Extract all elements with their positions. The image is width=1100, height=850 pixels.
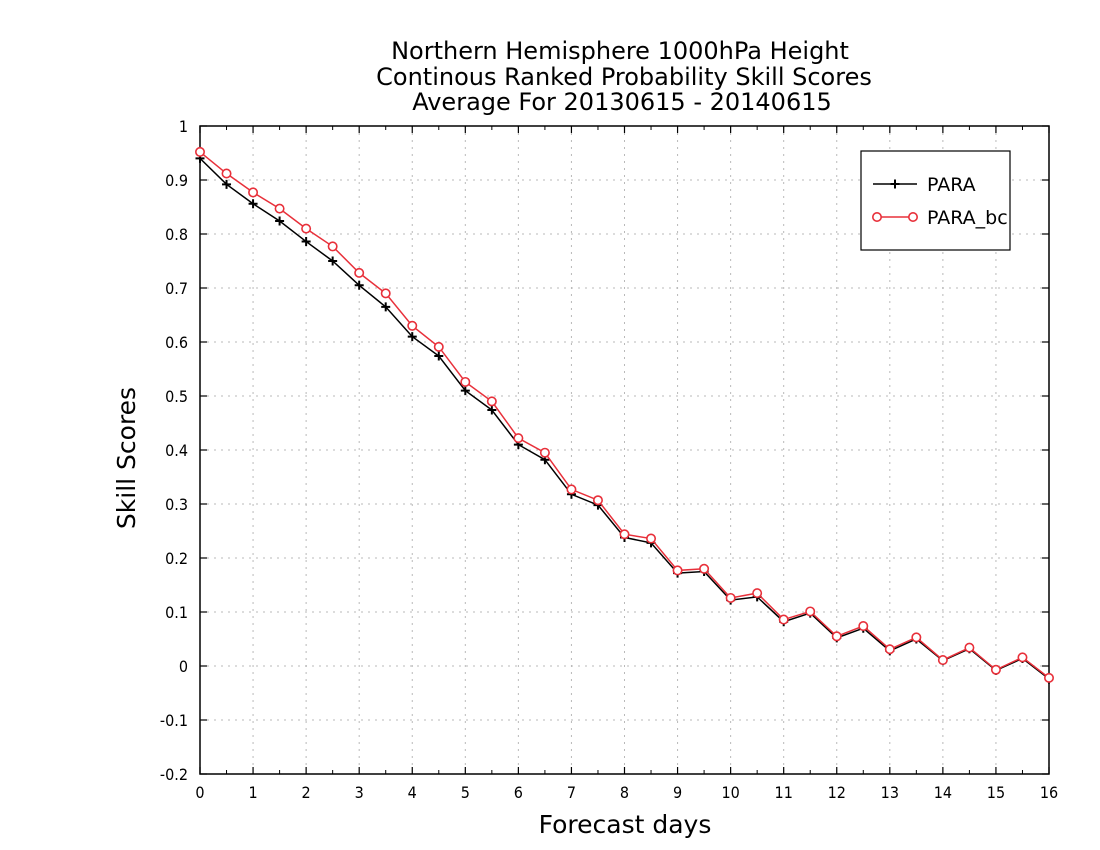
data-point-para-bc (964, 642, 975, 653)
data-point-para (407, 332, 417, 342)
legend-marker-symbol (907, 212, 918, 223)
x-tick-label: 7 (567, 783, 576, 802)
series-group (195, 146, 1055, 684)
data-point-para (301, 237, 311, 247)
y-tick-label: 0 (179, 657, 188, 676)
data-point-para (354, 280, 364, 290)
y-axis-label: Skill Scores (112, 387, 141, 529)
x-tick-label: 14 (934, 783, 952, 802)
y-tick-label: -0.1 (160, 711, 188, 730)
data-point-para-bc (327, 241, 338, 252)
legend-box (860, 150, 1011, 251)
data-point-para-bc (858, 621, 869, 632)
x-tick-label: 6 (514, 783, 523, 802)
data-point-para (434, 351, 444, 361)
data-point-para-bc (752, 588, 763, 599)
data-point-para-bc (301, 223, 312, 234)
legend-label-para: PARA (927, 174, 976, 196)
y-tick-label: 0.4 (165, 441, 188, 460)
data-point-para-bc (274, 203, 285, 214)
y-tick-label: 0.1 (165, 603, 188, 622)
data-point-para-bc (778, 614, 789, 625)
data-point-para-bc (566, 484, 577, 495)
y-tick-label: 0.5 (165, 387, 188, 406)
x-tick-label: 10 (721, 783, 739, 802)
data-point-para-bc (1017, 652, 1028, 663)
data-point-para-bc (380, 288, 391, 299)
x-tick-label: 11 (775, 783, 793, 802)
x-tick-label: 13 (881, 783, 899, 802)
data-point-para-bc (646, 533, 657, 544)
chart-title-line-2: Continous Ranked Probability Skill Score… (376, 63, 872, 91)
data-point-para (381, 302, 391, 312)
x-tick-label: 4 (408, 783, 417, 802)
data-point-para-bc (937, 655, 948, 666)
x-tick-label: 8 (620, 783, 629, 802)
data-point-para-bc (460, 376, 471, 387)
data-point-para (487, 405, 497, 415)
data-point-para-bc (513, 433, 524, 444)
y-tick-label: 0.7 (165, 279, 188, 298)
data-point-para-bc (407, 320, 418, 331)
data-point-para-bc (911, 632, 922, 643)
data-point-para (328, 256, 338, 266)
data-point-para-bc (884, 644, 895, 655)
y-tick-label: 0.2 (165, 549, 188, 568)
data-point-para-bc (539, 447, 550, 458)
data-point-para-bc (1044, 672, 1055, 683)
data-point-para-bc (221, 168, 232, 179)
data-point-para-bc (354, 267, 365, 278)
legend-marker-symbol (890, 179, 900, 189)
legend-marker-para (890, 179, 900, 189)
x-axis-label: Forecast days (539, 810, 712, 839)
x-tick-label: 15 (987, 783, 1005, 802)
data-point-para (222, 179, 232, 189)
x-tick-label: 3 (355, 783, 364, 802)
x-tick-label: 1 (248, 783, 257, 802)
x-tick-label: 9 (673, 783, 682, 802)
legend-marker-symbol (871, 212, 882, 223)
y-tick-label: -0.2 (160, 765, 188, 784)
legend: PARA PARA_bc (860, 150, 1011, 251)
axis-ticks (199, 125, 1050, 775)
data-point-para (248, 199, 258, 209)
y-tick-label: 0.8 (165, 225, 188, 244)
x-tick-label: 12 (828, 783, 846, 802)
series-para-bc (195, 146, 1055, 683)
data-point-para-bc (672, 565, 683, 576)
data-point-para (275, 216, 285, 226)
y-tick-labels: -0.2 -0.1 0 0.1 0.2 0.3 0.4 0.5 0.6 0.7 0.8 0.9 1 (160, 117, 188, 784)
data-point-para-bc (195, 146, 206, 157)
y-tick-label: 0.3 (165, 495, 188, 514)
data-point-para-bc (433, 341, 444, 352)
x-tick-label: 0 (195, 783, 204, 802)
x-tick-label: 16 (1040, 783, 1058, 802)
y-tick-label: 1 (179, 117, 188, 136)
data-point-para-bc (831, 631, 842, 642)
data-point-para-bc (248, 187, 259, 198)
data-point-para (460, 386, 470, 396)
legend-marker-para-bc (871, 212, 918, 223)
data-point-para-bc (699, 563, 710, 574)
x-tick-labels: 0 1 2 3 4 5 6 7 8 9 10 11 12 13 14 15 16 (195, 783, 1058, 802)
data-point-para-bc (725, 592, 736, 603)
y-tick-label: 0.9 (165, 171, 188, 190)
x-tick-label: 2 (302, 783, 311, 802)
data-point-para-bc (486, 396, 497, 407)
data-point-para-bc (990, 664, 1001, 675)
legend-label-para-bc: PARA_bc (927, 207, 1008, 229)
data-point-para-bc (805, 606, 816, 617)
x-tick-label: 5 (461, 783, 470, 802)
y-tick-label: 0.6 (165, 333, 188, 352)
data-point-para-bc (619, 529, 630, 540)
chart-title-line-3: Average For 20130615 - 20140615 (412, 88, 832, 116)
chart-title-line-1: Northern Hemisphere 1000hPa Height (391, 37, 849, 65)
data-point-para-bc (592, 495, 603, 506)
